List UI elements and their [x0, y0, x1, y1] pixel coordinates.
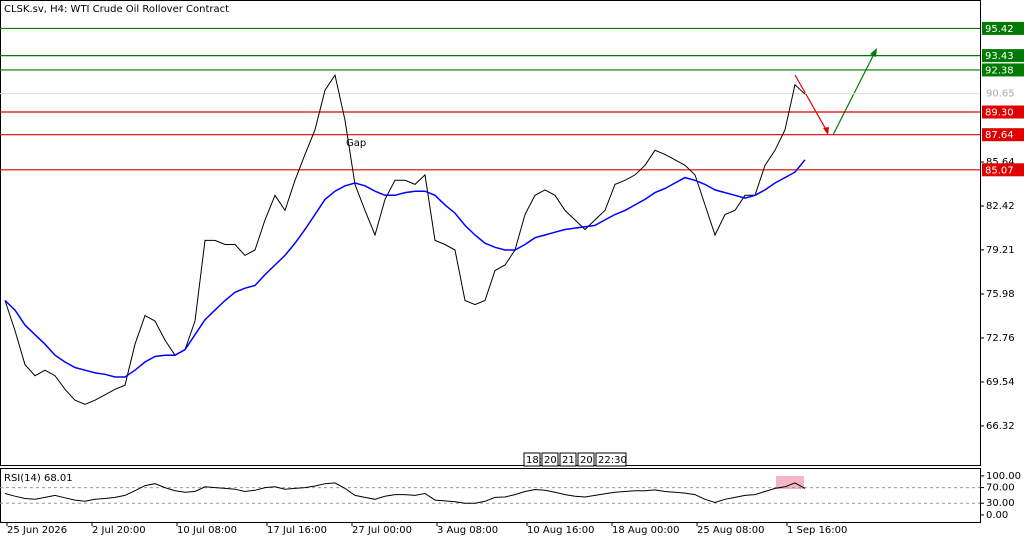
level-label: 87.64	[985, 130, 1014, 141]
level-label: 93.43	[985, 51, 1014, 62]
price-panel	[0, 0, 981, 466]
y-tick-label: 75.98	[986, 289, 1015, 300]
level-label: 92.38	[985, 65, 1014, 76]
arrow-down	[794, 74, 829, 134]
x-tick-label: 1 Sep 16:00	[787, 525, 847, 536]
time-marker: 21	[562, 455, 575, 466]
time-marker: 20	[580, 455, 593, 466]
series-line	[4, 159, 806, 378]
x-tick-label: 3 Aug 08:00	[437, 525, 498, 536]
time-marker: 22:30	[598, 455, 627, 466]
y-tick-label: 70.00	[986, 483, 1015, 494]
arrow-head	[823, 127, 829, 135]
x-tick-label: 27 Jul 00:00	[352, 525, 412, 536]
x-tick-label: 25 Jun 2026	[7, 525, 67, 536]
level-label: 85.07	[985, 165, 1014, 176]
chart-title: CLSK.sv, H4: WTI Crude Oil Rollover Cont…	[4, 4, 229, 15]
y-tick-label: 30.00	[986, 498, 1015, 509]
time-marker-box	[559, 452, 577, 467]
rsi-highlight	[776, 476, 804, 489]
time-marker: 20	[544, 455, 557, 466]
x-tick-label: 17 Jul 16:00	[267, 525, 327, 536]
time-marker-box	[523, 452, 541, 467]
time-marker-box	[541, 452, 559, 467]
y-tick-label: 100.00	[986, 471, 1021, 482]
y-tick-label: 82.42	[986, 201, 1015, 212]
level-label-box	[982, 21, 1024, 35]
arrow-head	[870, 48, 877, 57]
series-line	[4, 73, 806, 405]
x-tick-label: 10 Jul 08:00	[177, 525, 237, 536]
x-tick-label: 2 Jul 20:00	[92, 525, 146, 536]
x-tick-label: 25 Aug 08:00	[697, 525, 764, 536]
level-label-box	[982, 128, 1024, 142]
level-label-box	[982, 63, 1024, 77]
y-tick-label: 72.76	[986, 333, 1015, 344]
level-label-box	[982, 163, 1024, 177]
series-line	[4, 482, 806, 504]
y-tick-label: 79.21	[986, 245, 1015, 256]
rsi-title: RSI(14) 68.01	[4, 473, 73, 484]
level-label: 89.30	[985, 108, 1014, 119]
level-label-box	[982, 105, 1024, 119]
time-marker: 18:	[526, 455, 542, 466]
time-marker-box	[595, 452, 627, 467]
annotation: Gap	[346, 138, 366, 149]
level-label-box	[982, 49, 1024, 63]
y-tick-label: 0.00	[986, 510, 1008, 521]
y-tick-label: 66.32	[986, 421, 1015, 432]
y-tick-label: 85.64	[986, 157, 1015, 168]
x-tick-label: 10 Aug 16:00	[527, 525, 594, 536]
time-marker-box	[577, 452, 595, 467]
current-price-label: 90.65	[986, 89, 1015, 100]
level-label: 95.42	[985, 24, 1014, 35]
rsi-panel	[0, 468, 981, 523]
x-tick-label: 18 Aug 00:00	[612, 525, 679, 536]
y-tick-label: 69.54	[986, 377, 1015, 388]
